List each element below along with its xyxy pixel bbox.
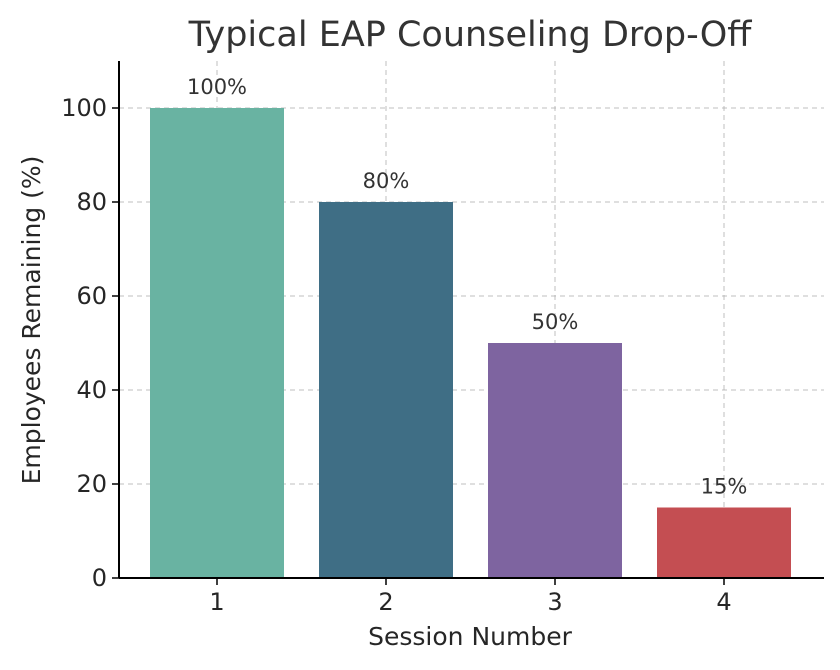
y-axis-label: Employees Remaining (%) bbox=[17, 156, 46, 485]
x-tick-label-1: 1 bbox=[209, 588, 224, 616]
chart-title: Typical EAP Counseling Drop-Off bbox=[188, 15, 753, 55]
data-label-session-3: 50% bbox=[532, 310, 579, 334]
bar-session-2 bbox=[319, 202, 453, 578]
y-tick-label-80: 80 bbox=[76, 188, 107, 216]
y-tick-label-0: 0 bbox=[92, 564, 107, 592]
y-tick-label-100: 100 bbox=[61, 94, 107, 122]
x-tick-label-2: 2 bbox=[378, 588, 393, 616]
data-label-session-4: 15% bbox=[701, 475, 748, 499]
bars-layer bbox=[150, 108, 791, 578]
bar-session-4 bbox=[657, 507, 791, 578]
bar-session-3 bbox=[488, 343, 622, 578]
x-axis-label: Session Number bbox=[368, 622, 572, 651]
x-tick-label-3: 3 bbox=[547, 588, 562, 616]
axes-layer bbox=[118, 61, 824, 579]
y-tick-label-40: 40 bbox=[76, 376, 107, 404]
bar-session-1 bbox=[150, 108, 284, 578]
y-tick-label-20: 20 bbox=[76, 470, 107, 498]
ticks-layer: 0 20 40 60 80 100 1 2 3 4 bbox=[61, 94, 731, 616]
data-label-session-1: 100% bbox=[187, 75, 247, 99]
x-tick-label-4: 4 bbox=[716, 588, 731, 616]
data-label-session-2: 80% bbox=[363, 169, 410, 193]
y-tick-label-60: 60 bbox=[76, 282, 107, 310]
data-labels-layer: 100% 80% 50% 15% bbox=[187, 75, 747, 499]
